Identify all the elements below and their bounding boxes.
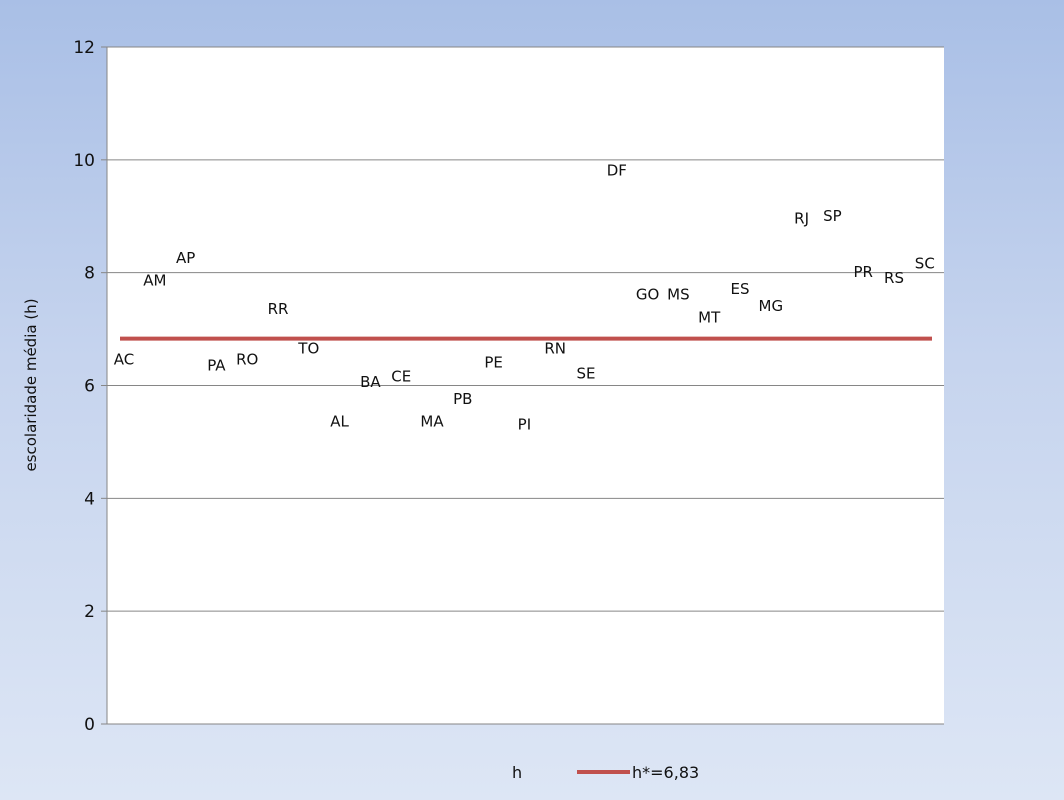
point-pr: PR [853,263,872,281]
legend: h h*=6,83 [512,763,699,782]
y-tick-labels: 0 2 4 6 8 10 12 [73,38,107,735]
y-tick-label: 0 [84,715,95,735]
y-axis-title: escolaridade média (h) [22,298,40,471]
legend-entry-reference: h*=6,83 [632,763,699,782]
point-ro: RO [236,351,258,369]
scatter-points: AC AM AP PA RO RR TO AL BA CE MA PB PE PI RN SE DF GO MS MT… [114,162,935,434]
y-tick-label: 12 [73,38,95,58]
gridlines [107,46,944,612]
point-ce: CE [391,368,411,386]
point-se: SE [577,365,596,383]
point-ac: AC [114,351,134,369]
point-to: TO [297,339,319,357]
point-df: DF [607,162,627,180]
point-mg: MG [759,297,784,315]
point-al: AL [330,413,349,431]
point-go: GO [636,286,659,304]
point-sp: SP [823,207,842,225]
point-rr: RR [268,300,289,318]
point-es: ES [731,280,750,298]
y-tick-label: 2 [84,602,95,622]
point-rs: RS [884,269,904,287]
point-rj: RJ [794,210,809,228]
point-sc: SC [915,255,935,273]
point-ma: MA [420,413,444,431]
y-tick-label: 6 [84,377,95,397]
point-rn: RN [544,339,566,357]
point-ba: BA [360,373,381,391]
point-am: AM [143,272,166,290]
y-tick-label: 10 [73,151,95,171]
y-tick-label: 4 [84,489,95,509]
point-ap: AP [176,249,195,267]
point-mt: MT [698,308,721,326]
point-ms: MS [667,286,689,304]
point-pi: PI [518,415,531,433]
point-pe: PE [484,353,503,371]
y-tick-label: 8 [84,264,95,284]
legend-entry-h: h [512,763,522,782]
point-pb: PB [453,390,472,408]
point-pa: PA [207,356,226,374]
